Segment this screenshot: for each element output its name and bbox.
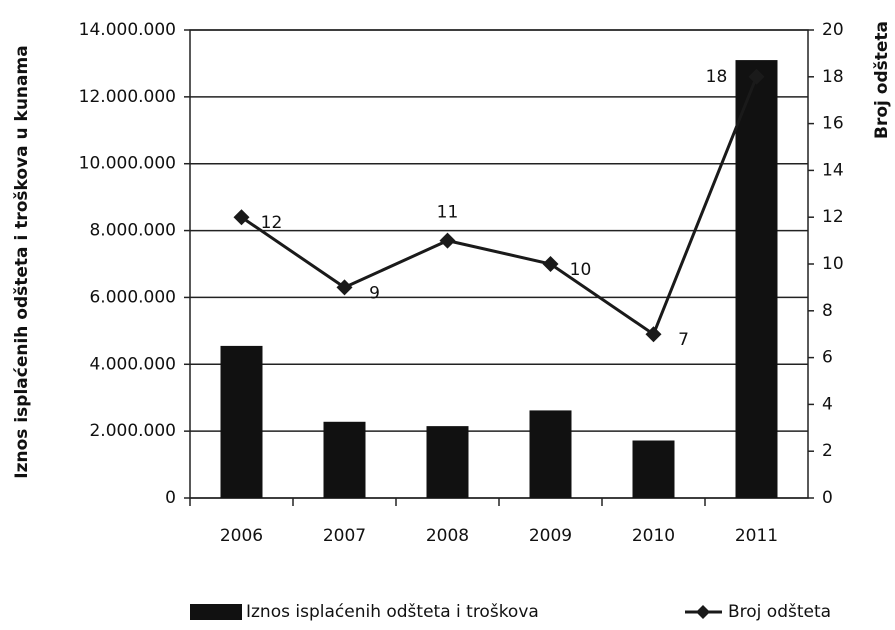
x-tick-label: 2007 [323,526,366,546]
marker [542,256,559,272]
y2-tick-label: 16 [822,114,844,134]
data-label: 11 [437,203,459,223]
data-label: 18 [706,67,728,87]
bar [426,426,469,498]
bar [529,410,572,498]
data-label: 7 [678,330,689,350]
bar [220,345,263,498]
bar [323,421,366,498]
y-tick-label: 10.000.000 [79,154,176,174]
data-label: 12 [261,213,283,233]
y2-tick-label: 6 [822,348,833,368]
x-tick-label: 2009 [529,526,572,546]
y2-tick-label: 4 [822,394,833,414]
y2-tick-label: 10 [822,254,844,274]
y-tick-label: 4.000.000 [89,354,176,374]
legend-marker [696,605,710,619]
bar [735,60,778,498]
x-tick-label: 2011 [735,526,778,546]
legend-swatch [190,604,242,620]
marker [233,209,250,226]
y2-tick-label: 12 [822,207,844,227]
marker [645,326,662,343]
y2-tick-label: 2 [822,441,833,461]
bar [632,440,675,498]
y-tick-label: 8.000.000 [89,221,176,241]
y-tick-label: 0 [165,488,176,508]
line [240,76,758,337]
y2-tick-label: 14 [822,160,844,180]
y2-tick-label: 8 [822,301,833,321]
y-tick-label: 14.000.000 [79,20,176,40]
marker [439,232,456,249]
y-tick-label: 6.000.000 [89,287,176,307]
plot-frame [189,29,809,499]
x-tick-label: 2010 [632,526,675,546]
marker [748,68,765,85]
marker [336,279,353,296]
y2-tick-label: 20 [822,20,844,40]
y2-tick-label: 0 [822,488,833,508]
y2-axis-title: Broj odšteta [872,21,892,139]
y2-tick-label: 18 [822,67,844,87]
legend-label: Iznos isplaćenih odšteta i troškova [246,602,539,622]
y-tick-label: 2.000.000 [89,421,176,441]
y-tick-label: 12.000.000 [79,87,176,107]
legend-label: Broj odšteta [728,602,831,622]
data-label: 9 [369,283,380,303]
y-axis-title: Iznos isplaćenih odšteta i troškova u ku… [12,45,32,478]
x-tick-label: 2006 [220,526,263,546]
x-tick-label: 2008 [426,526,469,546]
data-label: 10 [570,260,592,280]
